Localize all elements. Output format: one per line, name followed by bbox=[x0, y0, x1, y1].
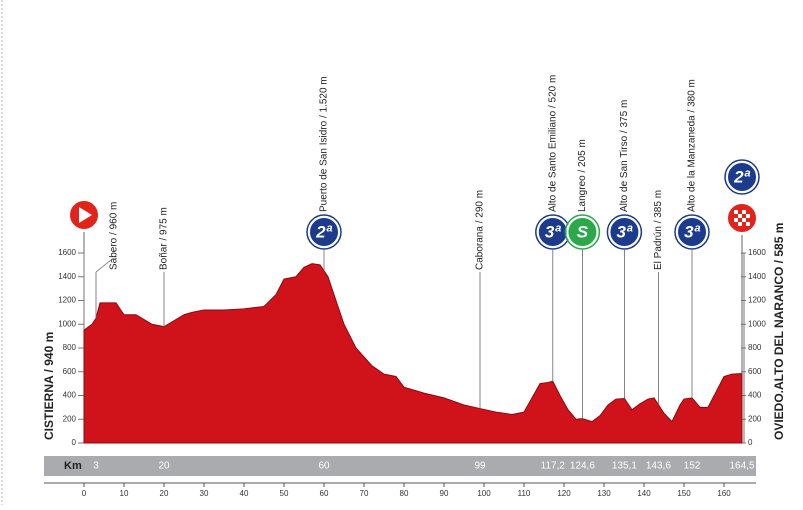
y-tick-label-right: 800 bbox=[748, 343, 762, 352]
y-tick-label-right: 400 bbox=[748, 391, 762, 400]
checkered-flag bbox=[734, 210, 750, 226]
waypoint-label: Boñar / 975 m bbox=[159, 207, 170, 270]
km-mark-label: 152 bbox=[684, 461, 701, 472]
checker bbox=[734, 218, 738, 222]
waypoint-label: Alto de la Manzaneda / 380 m bbox=[687, 79, 698, 212]
checker bbox=[738, 222, 742, 226]
category-badge bbox=[308, 216, 340, 248]
x-tick-label: 150 bbox=[677, 489, 691, 498]
y-tick-label: 0 bbox=[72, 438, 77, 447]
category-label: 3ª bbox=[545, 222, 561, 241]
x-tick-label: 20 bbox=[160, 489, 169, 498]
checker bbox=[734, 210, 738, 214]
category-badge-ring bbox=[724, 159, 760, 195]
y-tick-label-right: 1000 bbox=[748, 319, 766, 328]
km-mark-label: 164,5 bbox=[729, 461, 754, 472]
start-arrow bbox=[79, 207, 92, 223]
checker bbox=[746, 214, 750, 218]
y-tick-label: 800 bbox=[63, 343, 77, 352]
km-mark-label: 124,6 bbox=[570, 461, 595, 472]
category-badge bbox=[726, 161, 758, 193]
x-tick-label: 130 bbox=[597, 489, 611, 498]
y-tick-label: 200 bbox=[63, 414, 77, 423]
km-mark-label: 60 bbox=[318, 461, 330, 472]
x-tick-label: 50 bbox=[280, 489, 289, 498]
y-tick-label-right: 600 bbox=[748, 367, 762, 376]
waypoint-leader bbox=[95, 259, 112, 273]
x-tick-label: 140 bbox=[637, 489, 651, 498]
category-badge-ring bbox=[306, 214, 342, 250]
x-tick-label: 30 bbox=[200, 489, 209, 498]
waypoint-label: El Padrún / 385 m bbox=[653, 190, 664, 270]
x-tick-label: 100 bbox=[477, 489, 491, 498]
y-tick-label-right: 200 bbox=[748, 414, 762, 423]
x-tick-label: 80 bbox=[400, 489, 409, 498]
x-tick-label: 160 bbox=[717, 489, 731, 498]
start-label: CISTIERNA / 940 m bbox=[42, 332, 56, 440]
x-tick-label: 70 bbox=[360, 489, 369, 498]
category-label: 2ª bbox=[733, 167, 750, 186]
km-mark-label: 3 bbox=[93, 461, 99, 472]
km-mark-label: 20 bbox=[158, 461, 170, 472]
waypoint-label: Alto de San Tirso / 375 m bbox=[619, 100, 630, 212]
checker bbox=[738, 214, 742, 218]
km-mark-label: 135,1 bbox=[612, 461, 637, 472]
waypoint-label: Langreo / 205 m bbox=[577, 139, 588, 212]
category-badge-ring bbox=[606, 214, 643, 250]
x-tick-label: 90 bbox=[440, 489, 449, 498]
elevation-area bbox=[83, 263, 743, 444]
y-tick-label: 1400 bbox=[58, 272, 76, 281]
category-label: 3ª bbox=[617, 222, 633, 241]
waypoint-label: Alto de Santo Emiliano / 520 m bbox=[547, 75, 558, 212]
waypoint-label: Sabero / 960 m bbox=[109, 202, 120, 270]
y-tick-label-right: 1400 bbox=[748, 272, 766, 281]
x-tick-label: 10 bbox=[120, 489, 129, 498]
x-tick-label: 40 bbox=[240, 489, 249, 498]
category-badge-ring bbox=[564, 214, 601, 250]
category-label: 3ª bbox=[684, 222, 700, 241]
category-badge-ring bbox=[674, 214, 710, 250]
finish-label: OVIEDO.ALTO DEL NARANCO / 585 m bbox=[772, 223, 786, 440]
category-label: 2ª bbox=[315, 222, 332, 241]
category-label: S bbox=[577, 222, 589, 241]
category-badge bbox=[676, 216, 708, 248]
y-tick-label: 600 bbox=[63, 367, 77, 376]
x-tick-label: 120 bbox=[557, 489, 571, 498]
x-tick-label: 110 bbox=[518, 489, 531, 498]
checker bbox=[742, 210, 746, 214]
y-tick-label: 1200 bbox=[58, 296, 76, 305]
y-tick-label: 400 bbox=[63, 391, 77, 400]
y-tick-label-right: 1600 bbox=[748, 248, 766, 257]
waypoint-label: Puerto de San Isidro / 1.520 m bbox=[319, 76, 330, 212]
km-mark-label: 143,6 bbox=[646, 461, 671, 472]
checker bbox=[746, 222, 750, 226]
category-badge bbox=[608, 216, 641, 248]
category-badge bbox=[566, 216, 599, 248]
x-tick-label: 60 bbox=[320, 489, 329, 498]
km-label: Km bbox=[64, 460, 82, 472]
y-tick-label: 1600 bbox=[58, 248, 76, 257]
y-tick-label-right: 0 bbox=[748, 438, 753, 447]
y-tick-label: 1000 bbox=[58, 319, 76, 328]
km-mark-label: 99 bbox=[474, 461, 486, 472]
waypoint-label: Caborana / 290 m bbox=[475, 190, 486, 270]
y-tick-label-right: 1200 bbox=[748, 296, 766, 305]
x-tick-label: 0 bbox=[82, 489, 87, 498]
checker bbox=[742, 218, 746, 222]
km-mark-label: 117,2 bbox=[541, 461, 566, 472]
km-strip bbox=[44, 456, 756, 476]
